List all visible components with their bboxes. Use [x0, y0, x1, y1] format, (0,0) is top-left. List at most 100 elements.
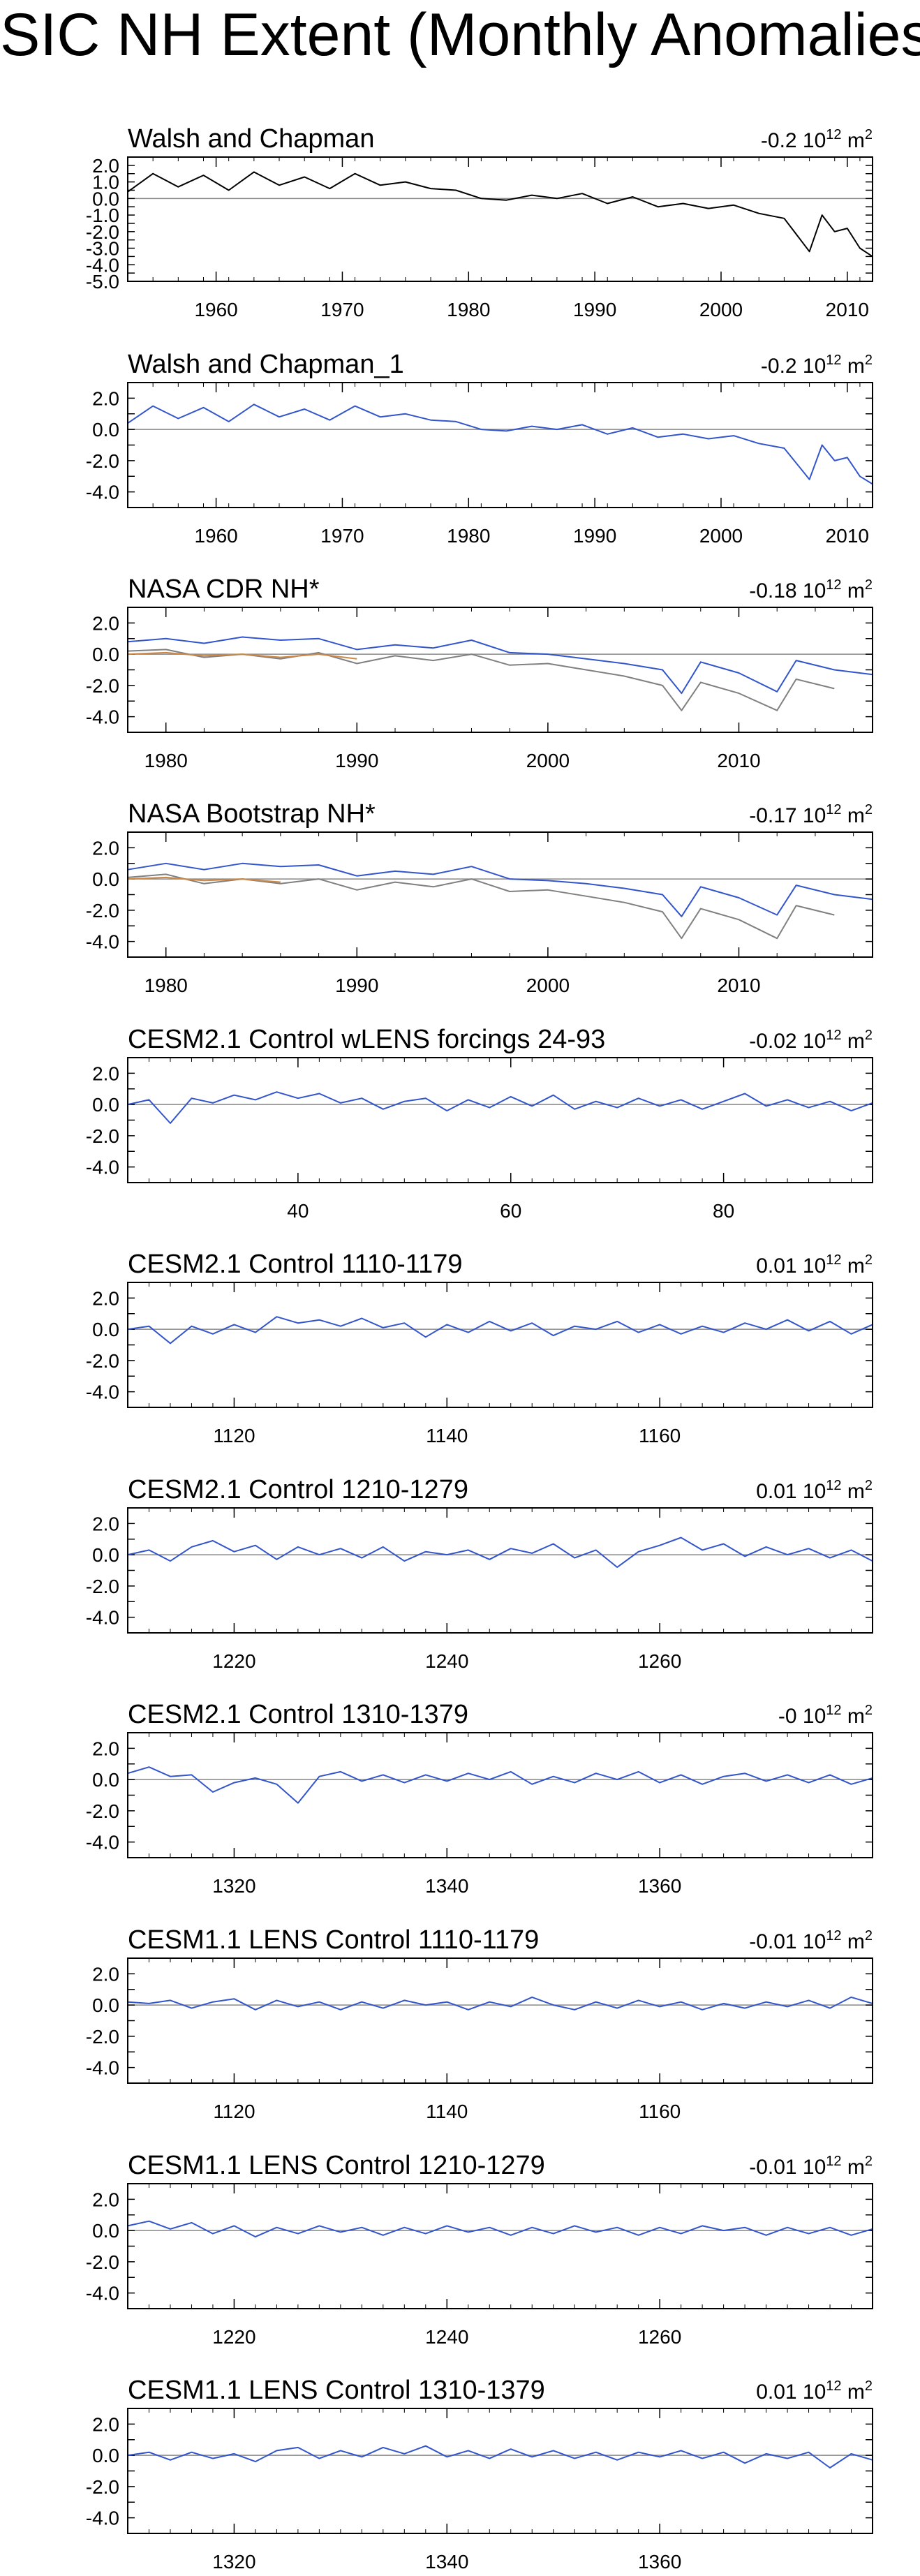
chart-trend: -0.01 1012 m2 [749, 2154, 873, 2179]
y-tick-label: -2.0 [86, 2476, 119, 2498]
y-tick-label: -2.0 [86, 900, 119, 921]
x-tick-label: 2010 [826, 299, 869, 320]
series-line [127, 404, 873, 485]
y-tick-label: -2.0 [86, 450, 119, 472]
trend-unit-suffix-exp: 2 [865, 2378, 873, 2394]
series-line [127, 1091, 873, 1124]
x-tick-label: 2010 [717, 975, 760, 996]
x-tick-label: 1990 [335, 750, 378, 771]
chart-panel: NASA CDR NH* -0.18 1012 m2 2.0 0.0 -2.0 -4.0 1… [86, 575, 873, 771]
trend-unit-exp: 12 [826, 577, 841, 593]
x-tick-label: 1120 [213, 1425, 255, 1446]
chart-title: Walsh and Chapman [128, 124, 374, 154]
x-tick-label: 1360 [638, 1875, 681, 1897]
x-tick-label: 1360 [638, 2551, 681, 2573]
trend-value: -0.01 10 [749, 2156, 826, 2179]
trend-unit-suffix-exp: 2 [865, 1928, 873, 1944]
trend-unit-suffix: m [842, 1930, 865, 1953]
y-tick-label: 0.0 [92, 2445, 119, 2466]
chart-title: CESM2.1 Control 1210-1279 [128, 1475, 468, 1504]
chart-trend: -0.2 1012 m2 [761, 127, 873, 152]
y-tick-label: -4.0 [86, 2057, 119, 2079]
chart-title: NASA CDR NH* [128, 575, 320, 604]
chart-panel: CESM1.1 LENS Control 1310-1379 0.01 1012 … [86, 2376, 873, 2573]
chart-panel: CESM2.1 Control 1210-1279 0.01 1012 m2 2.0… [86, 1475, 873, 1672]
chart-trend: -0 1012 m2 [778, 1703, 873, 1728]
plot-frame [127, 1282, 873, 1408]
plot-frame [127, 1957, 873, 2084]
y-tick-label: -4.0 [86, 254, 119, 276]
x-tick-label: 1120 [213, 2101, 255, 2122]
trend-unit-exp: 12 [826, 802, 841, 817]
plot-frame [127, 607, 873, 733]
chart-panel: CESM1.1 LENS Control 1210-1279 -0.01 1012… [86, 2151, 873, 2348]
x-tick-label: 1340 [425, 2551, 468, 2573]
series-line [127, 1996, 873, 2011]
chart-trend: -0.17 1012 m2 [749, 802, 873, 827]
trend-value: 0.01 10 [756, 2381, 826, 2404]
x-tick-label: 1320 [212, 1875, 255, 1897]
y-tick-label: 2.0 [92, 387, 119, 409]
y-tick-label: 2.0 [92, 1963, 119, 1985]
x-tick-label: 1960 [194, 525, 237, 547]
y-tick-label: -4.0 [86, 1157, 119, 1178]
series-line [127, 862, 873, 917]
trend-unit-suffix-exp: 2 [865, 1028, 873, 1043]
x-tick-label: 1980 [447, 525, 490, 547]
y-tick-label: 2.0 [92, 2189, 119, 2210]
trend-unit-suffix: m [842, 804, 865, 827]
trend-value: -0.18 10 [749, 579, 826, 602]
trend-unit-suffix-exp: 2 [865, 802, 873, 817]
chart-panel: CESM2.1 Control 1110-1179 0.01 1012 m2 2.0… [86, 1250, 873, 1446]
chart-title: CESM1.1 LENS Control 1210-1279 [128, 2151, 545, 2180]
trend-unit-suffix-exp: 2 [865, 353, 873, 368]
chart-trend: -0.02 1012 m2 [749, 1028, 873, 1053]
x-tick-label: 1240 [425, 2326, 468, 2348]
y-tick-label: 2.0 [92, 612, 119, 634]
series-line [127, 1537, 873, 1568]
y-tick-label: -2.0 [86, 1800, 119, 1822]
chart-trend: 0.01 1012 m2 [756, 1478, 873, 1503]
x-tick-label: 1260 [638, 1650, 681, 1672]
x-tick-label: 1990 [335, 975, 378, 996]
trend-unit-exp: 12 [826, 1928, 841, 1944]
y-tick-label: -1.0 [86, 205, 119, 226]
main-title: SIC NH Extent (Monthly Anomalies) [0, 1, 920, 68]
x-tick-label: 40 [287, 1200, 309, 1222]
chart-panel: CESM1.1 LENS Control 1110-1179 -0.01 1012… [86, 1925, 873, 2122]
y-tick-label: 0.0 [92, 1994, 119, 2016]
y-tick-label: 0.0 [92, 1544, 119, 1566]
y-tick-label: 2.0 [92, 1513, 119, 1534]
chart-panel: CESM2.1 Control wLENS forcings 24-93 -0.0… [86, 1025, 873, 1222]
plot-frame [127, 156, 873, 282]
chart-panel: NASA Bootstrap NH* -0.17 1012 m2 2.0 0.0 -2.… [86, 799, 873, 996]
series-line [127, 171, 873, 258]
plot-frame [127, 831, 873, 958]
trend-unit-suffix: m [842, 579, 865, 602]
y-tick-label: 2.0 [92, 837, 119, 859]
y-tick-label: 2.0 [92, 1287, 119, 1309]
trend-value: -0.2 10 [761, 129, 826, 152]
trend-unit-exp: 12 [826, 1478, 841, 1493]
x-tick-label: 1970 [320, 299, 364, 320]
x-tick-label: 1140 [426, 1425, 468, 1446]
x-tick-label: 2000 [699, 525, 743, 547]
plot-frame [127, 2408, 873, 2534]
trend-unit-suffix: m [842, 129, 865, 152]
trend-unit-exp: 12 [826, 2154, 841, 2169]
trend-value: 0.01 10 [756, 1480, 826, 1503]
y-tick-label: -4.0 [86, 482, 119, 503]
trend-unit-suffix: m [842, 2156, 865, 2179]
plot-frame [127, 1507, 873, 1634]
chart-title: Walsh and Chapman_1 [128, 350, 404, 379]
y-tick-label: 2.0 [92, 155, 119, 177]
x-tick-label: 1160 [639, 2101, 681, 2122]
trend-value: -0.17 10 [749, 804, 826, 827]
x-tick-label: 1140 [426, 2101, 468, 2122]
chart-trend: 0.01 1012 m2 [756, 2378, 873, 2404]
x-tick-label: 1980 [144, 750, 188, 771]
y-tick-label: 0.0 [92, 868, 119, 890]
x-tick-label: 60 [500, 1200, 521, 1222]
trend-unit-suffix: m [842, 2381, 865, 2404]
trend-unit-exp: 12 [826, 1028, 841, 1043]
